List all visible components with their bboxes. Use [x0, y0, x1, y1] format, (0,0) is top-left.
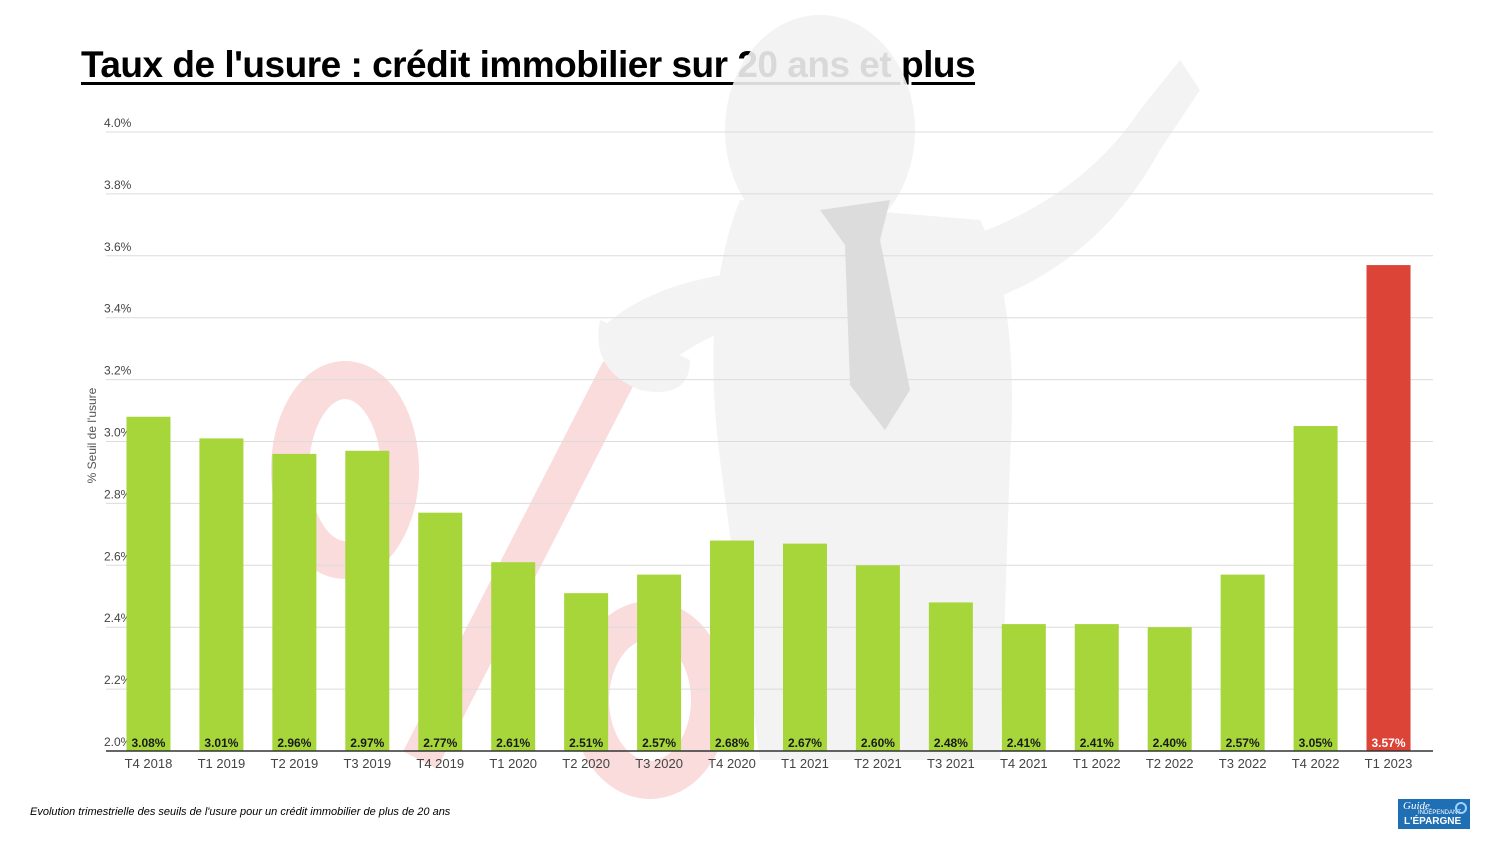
bar [1220, 574, 1265, 751]
bar [418, 512, 463, 751]
y-tick-label: 2.0% [104, 735, 132, 749]
x-tick-label: T4 2020 [708, 756, 756, 771]
x-tick-label: T4 2022 [1292, 756, 1340, 771]
data-label: 2.48% [934, 736, 968, 750]
logo-circle-icon [1455, 802, 1467, 814]
chart-caption: Evolution trimestrielle des seuils de l'… [30, 806, 451, 818]
y-tick-label: 2.2% [104, 673, 132, 687]
bar [1074, 624, 1119, 751]
data-label: 2.97% [350, 736, 384, 750]
bar [782, 543, 827, 751]
bar [564, 593, 609, 751]
data-label: 2.57% [1226, 736, 1260, 750]
y-tick-label: 2.6% [104, 549, 132, 563]
x-tick-label: T1 2023 [1365, 756, 1413, 771]
y-tick-label: 3.0% [104, 426, 132, 440]
y-tick-label: 3.2% [104, 364, 132, 378]
bar [1366, 265, 1411, 751]
y-tick-label: 3.8% [104, 178, 132, 192]
data-label: 2.40% [1153, 736, 1187, 750]
data-label: 2.77% [423, 736, 457, 750]
y-tick-label: 3.4% [104, 302, 132, 316]
x-tick-label: T1 2022 [1073, 756, 1121, 771]
data-label: 2.96% [277, 736, 311, 750]
bar [1147, 627, 1192, 751]
y-tick-label: 4.0% [104, 116, 132, 130]
data-label: 3.57% [1372, 736, 1406, 750]
x-tick-label: T2 2022 [1146, 756, 1194, 771]
data-label: 2.67% [788, 736, 822, 750]
data-label: 3.01% [204, 736, 238, 750]
logo-text-line2: INDÉPENDANT [1418, 810, 1462, 816]
x-tick-label: T4 2018 [125, 756, 173, 771]
x-axis-ticks: T4 2018 T1 2019 T2 2019 T3 2019 T4 2019 T1 20… [125, 756, 1413, 771]
x-tick-label: T3 2020 [635, 756, 683, 771]
bar [1001, 624, 1046, 751]
bars: 3.08% 3.01% 2.96% 2.97% 2.77% 2.61% 2.51% 2.57%… [126, 265, 1411, 751]
data-label: 3.08% [131, 736, 165, 750]
x-tick-label: T1 2020 [489, 756, 537, 771]
x-tick-label: T3 2019 [343, 756, 391, 771]
x-tick-label: T1 2021 [781, 756, 829, 771]
bar [855, 565, 900, 751]
bar [1293, 426, 1338, 751]
data-label: 2.60% [861, 736, 895, 750]
logo-text-line3: L'ÉPARGNE [1404, 816, 1462, 827]
bar [126, 416, 171, 751]
x-tick-label: T2 2019 [271, 756, 319, 771]
bar [272, 453, 317, 751]
grid-lines [106, 131, 1433, 690]
x-tick-label: T2 2021 [854, 756, 902, 771]
data-label: 2.51% [569, 736, 603, 750]
data-label: 2.68% [715, 736, 749, 750]
y-tick-label: 2.8% [104, 487, 132, 501]
y-tick-label: 2.4% [104, 611, 132, 625]
tie-illustration [820, 200, 910, 430]
x-tick-label: T3 2022 [1219, 756, 1267, 771]
x-tick-label: T3 2021 [927, 756, 975, 771]
y-tick-label: 3.6% [104, 240, 132, 254]
y-axis-label: % Seuil de l'usure [85, 387, 99, 483]
data-label: 2.57% [642, 736, 676, 750]
bar [199, 438, 244, 751]
bar [637, 574, 682, 751]
x-tick-label: T4 2019 [416, 756, 464, 771]
logo-text-line1: Guide [1403, 800, 1430, 812]
y-axis-ticks: 2.0% 2.2% 2.4% 2.6% 2.8% 3.0% 3.2% 3.4% 3.6% 3.8%… [104, 116, 132, 749]
bar [345, 450, 390, 751]
data-label: 2.41% [1007, 736, 1041, 750]
x-tick-label: T4 2021 [1000, 756, 1048, 771]
x-tick-label: T2 2020 [562, 756, 610, 771]
bar [491, 562, 536, 751]
data-label: 2.41% [1080, 736, 1114, 750]
guide-epargne-logo: Guide INDÉPENDANT L'ÉPARGNE [1398, 799, 1470, 829]
bar [710, 540, 755, 751]
data-label: 3.05% [1299, 736, 1333, 750]
data-label: 2.61% [496, 736, 530, 750]
x-tick-label: T1 2019 [198, 756, 246, 771]
bar [928, 602, 973, 751]
